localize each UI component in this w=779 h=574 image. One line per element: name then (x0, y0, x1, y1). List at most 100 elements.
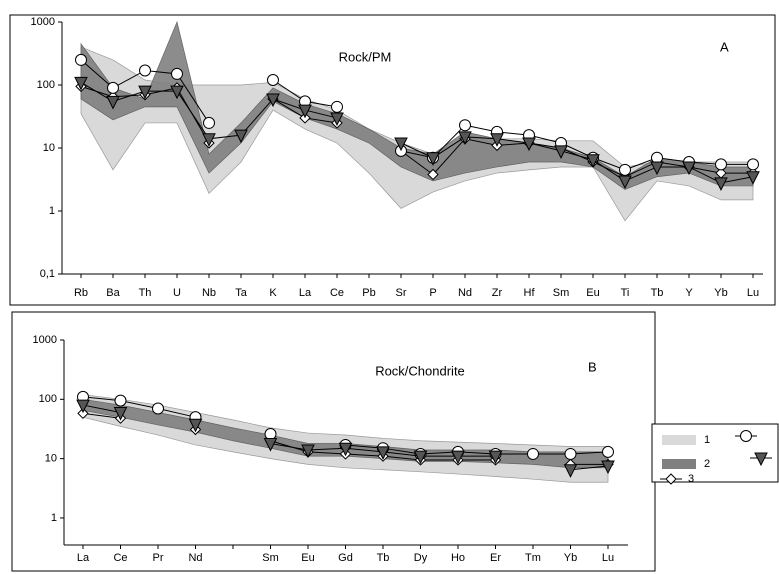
circle-marker (267, 74, 279, 87)
circle-marker (527, 447, 539, 460)
series-line (570, 465, 609, 471)
annotation: Rock/Chondrite (375, 363, 465, 378)
triangle-marker (263, 437, 278, 452)
triangle-marker (330, 112, 344, 127)
circle-marker (564, 447, 577, 460)
x-tick-label: Hf (524, 287, 536, 299)
x-tick-label: Tb (377, 552, 390, 564)
triangle-marker (488, 450, 503, 465)
x-tick-label: Ti (621, 287, 630, 299)
x-tick-label: Dy (414, 552, 428, 564)
diamond-marker (427, 168, 439, 181)
x-tick-label: Ho (451, 552, 465, 564)
circle-marker (715, 158, 727, 171)
x-tick-label: Pb (362, 287, 375, 299)
circle-marker (459, 119, 471, 132)
triangle-marker (413, 450, 428, 465)
y-tick-label: 0,1 (40, 268, 55, 280)
x-tick-label: P (429, 287, 436, 299)
series-line (345, 444, 609, 455)
circle-marker (331, 100, 343, 113)
circle-marker (740, 430, 752, 442)
triangle-marker (188, 418, 203, 433)
triangle-marker (554, 145, 568, 160)
y-tick-label: 1 (49, 205, 55, 217)
y-tick-label: 10 (43, 142, 55, 154)
x-tick-label: Y (685, 287, 693, 299)
x-tick-label: Lu (602, 552, 614, 564)
triangle-marker (76, 399, 90, 414)
triangle-marker (754, 452, 768, 467)
triangle-marker (490, 133, 504, 147)
legend-label: 2 (704, 458, 710, 470)
x-tick-label: Lu (747, 287, 759, 299)
circle-marker (264, 428, 277, 441)
triangle-marker (522, 137, 536, 152)
y-tick-label: 1 (51, 512, 57, 524)
legend-label: 1 (704, 434, 710, 446)
circle-marker (602, 445, 614, 458)
legend-swatch (662, 435, 696, 445)
diamond-marker (77, 407, 89, 420)
y-tick-label: 10 (45, 453, 57, 465)
x-tick-label: K (269, 287, 277, 299)
triangle-marker (338, 442, 353, 457)
x-tick-label: Nd (188, 552, 202, 564)
circle-marker (619, 163, 631, 176)
x-tick-label: Gd (338, 552, 353, 564)
triangle-marker (394, 137, 408, 152)
x-tick-label: U (173, 287, 181, 299)
circle-marker (114, 394, 127, 407)
triangle-marker (618, 175, 632, 190)
circle-marker (152, 402, 164, 415)
triangle-marker (113, 406, 128, 421)
triangle-marker (298, 104, 312, 119)
x-tick-label: Tm (525, 552, 541, 564)
x-tick-label: Ba (106, 287, 120, 299)
triangle-marker (376, 446, 390, 460)
x-tick-label: Sr (396, 287, 407, 299)
circle-marker (203, 116, 215, 129)
panel-frame (9, 14, 776, 306)
triangle-marker (563, 464, 578, 478)
x-tick-label: Yb (564, 552, 577, 564)
annotation: Rock/PM (339, 49, 392, 64)
circle-marker (107, 81, 119, 94)
series-line (82, 412, 121, 419)
triangle-marker (601, 460, 615, 475)
y-tick-label: 100 (39, 393, 57, 405)
x-tick-label: La (299, 287, 312, 299)
band-area (80, 20, 754, 190)
y-tick-label: 1000 (31, 16, 55, 28)
triangle-marker (650, 161, 664, 176)
circle-marker (75, 53, 87, 66)
x-tick-label: Nd (458, 287, 472, 299)
triangle-marker (746, 171, 760, 185)
triangle-marker (170, 85, 184, 100)
x-tick-label: La (77, 552, 90, 564)
x-tick-label: Eu (301, 552, 314, 564)
diamond-marker (665, 473, 677, 485)
triangle-marker (301, 444, 315, 459)
x-tick-label: Ce (113, 552, 127, 564)
x-tick-label: Sm (553, 287, 570, 299)
x-tick-label: Tb (651, 287, 664, 299)
x-tick-label: Rb (74, 287, 88, 299)
x-tick-label: Sm (262, 552, 279, 564)
x-tick-label: Er (490, 552, 501, 564)
circle-marker (747, 158, 759, 171)
circle-marker (171, 67, 183, 80)
y-tick-label: 1000 (33, 334, 57, 346)
series-line (400, 136, 754, 184)
circle-marker (139, 64, 151, 77)
triangle-marker (202, 133, 216, 147)
x-tick-label: Ce (330, 287, 344, 299)
x-tick-label: Zr (492, 287, 503, 299)
band-area (80, 46, 754, 222)
triangle-marker (106, 95, 120, 110)
triangle-marker (586, 154, 600, 168)
series-line (82, 404, 121, 413)
legend-swatch (662, 459, 696, 469)
panel-label: B (588, 359, 597, 374)
